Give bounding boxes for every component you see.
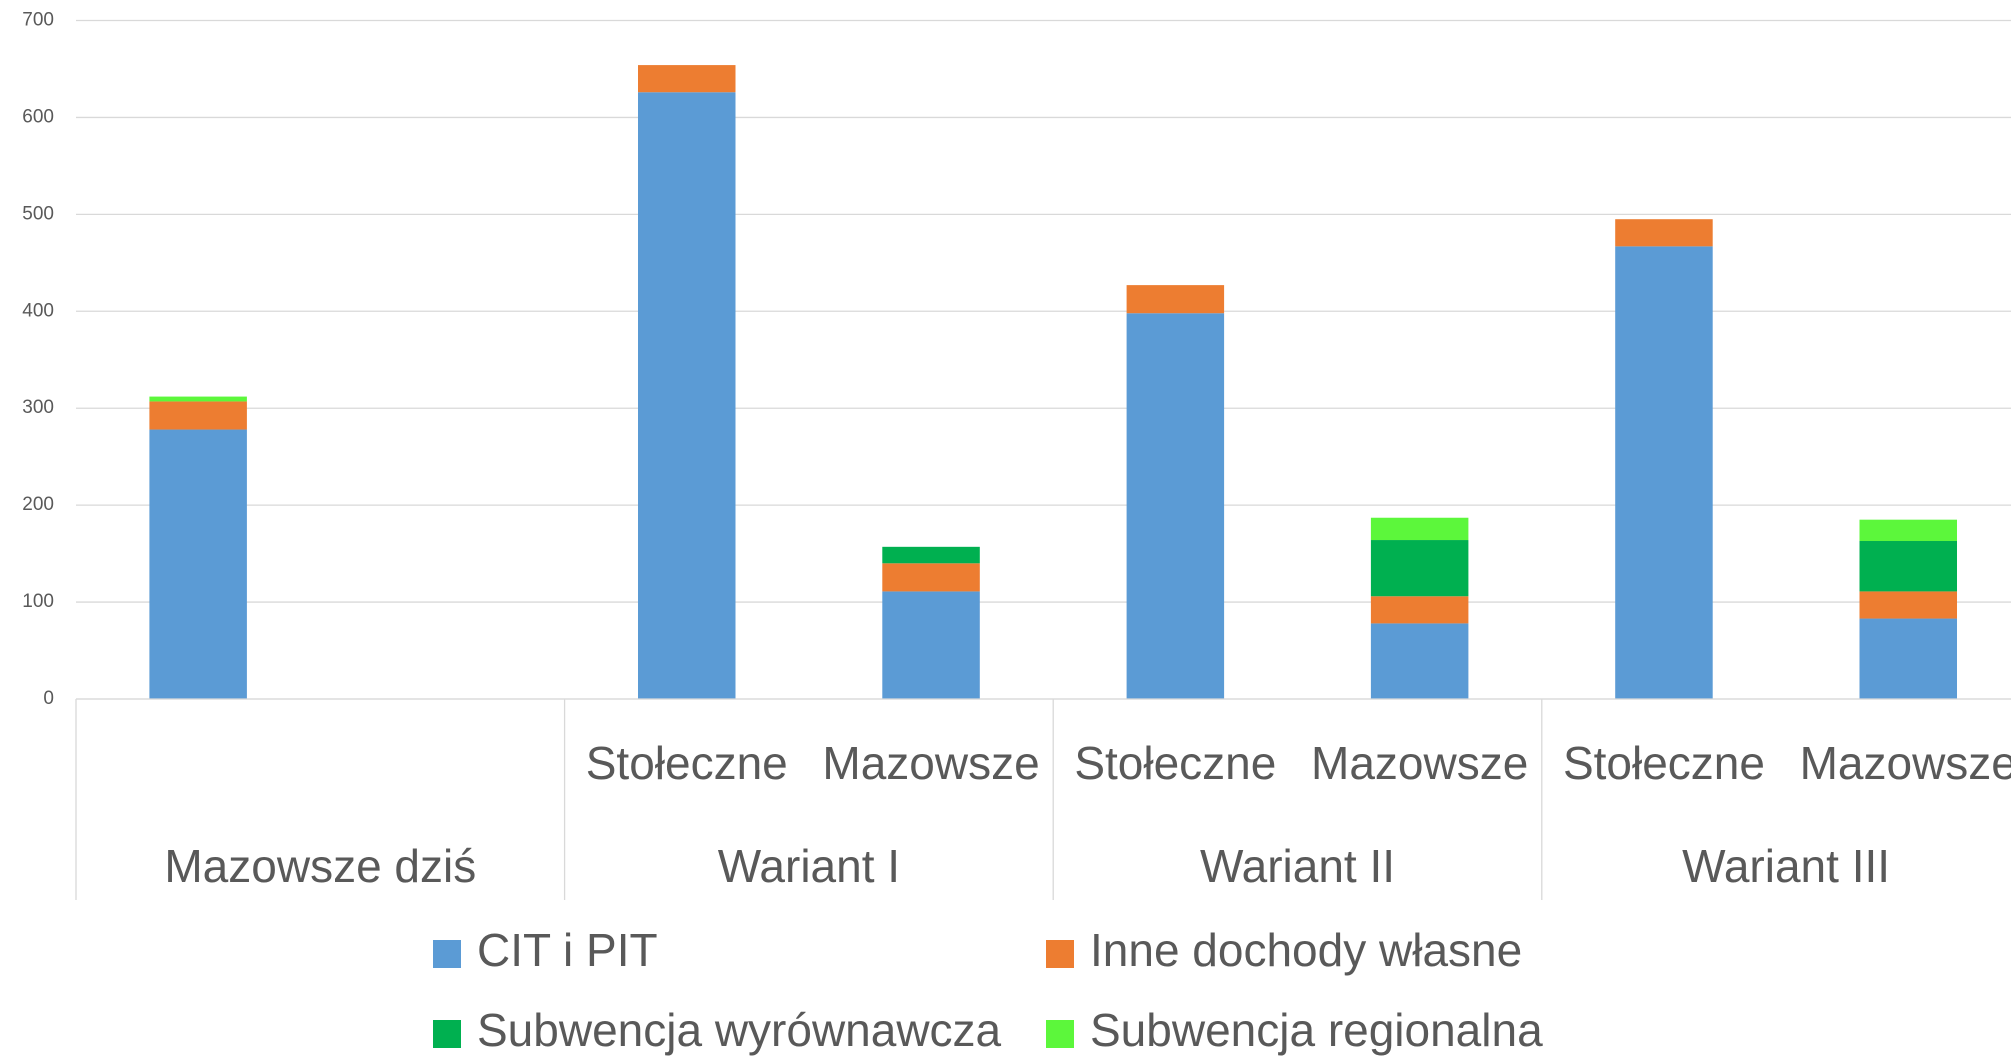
y-tick-label: 200 [22,494,54,515]
x-tick-label: Mazowsze [822,737,1039,789]
bar-segment [149,401,247,430]
bar-segment [882,546,980,564]
bar-segment [1370,623,1469,699]
bar-segment [882,563,980,592]
y-tick-label: 600 [22,106,54,127]
legend-label: Subwencja wyrównawcza [477,1004,1002,1056]
y-tick-label: 300 [22,397,54,418]
bar-segment [1126,285,1225,314]
bar-segment [1859,591,1957,619]
bar-segment [1126,313,1225,699]
bar-segment [149,396,247,402]
bar-segment [882,591,980,699]
x-tick-label: Stołeczne [586,737,788,789]
legend-swatch [1046,940,1074,968]
y-tick-label: 500 [22,203,54,224]
legend-swatch [433,940,461,968]
bar-segment [638,92,736,699]
bar-segment [1859,618,1957,699]
bar-segment [638,65,736,93]
bar-segment [1370,517,1469,541]
x-tick-label: Stołeczne [1074,737,1276,789]
y-tick-label: 700 [22,10,54,31]
legend-swatch [433,1020,461,1048]
group-label: Wariant II [1200,840,1395,892]
bar-segment [1859,519,1957,542]
group-label: Wariant I [718,840,900,892]
y-tick-label: 0 [43,688,54,709]
x-tick-label: Mazowsze [1311,737,1528,789]
legend-label: Inne dochody własne [1090,924,1522,976]
bar-segment [1615,246,1713,699]
y-tick-label: 100 [22,591,54,612]
legend-label: CIT i PIT [477,924,658,976]
x-tick-label: Mazowsze [1800,737,2011,789]
legend-label: Subwencja regionalna [1090,1004,1543,1056]
group-label: Mazowsze dziś [164,840,476,892]
bar-segment [1859,541,1957,592]
bar-segment [1370,540,1469,597]
bar-segment [149,429,247,699]
bar-segment [1615,219,1713,247]
legend-swatch [1046,1020,1074,1048]
x-tick-label: Stołeczne [1563,737,1765,789]
bar-segment [1370,596,1469,624]
group-label: Wariant III [1682,840,1890,892]
y-tick-label: 400 [22,300,54,321]
